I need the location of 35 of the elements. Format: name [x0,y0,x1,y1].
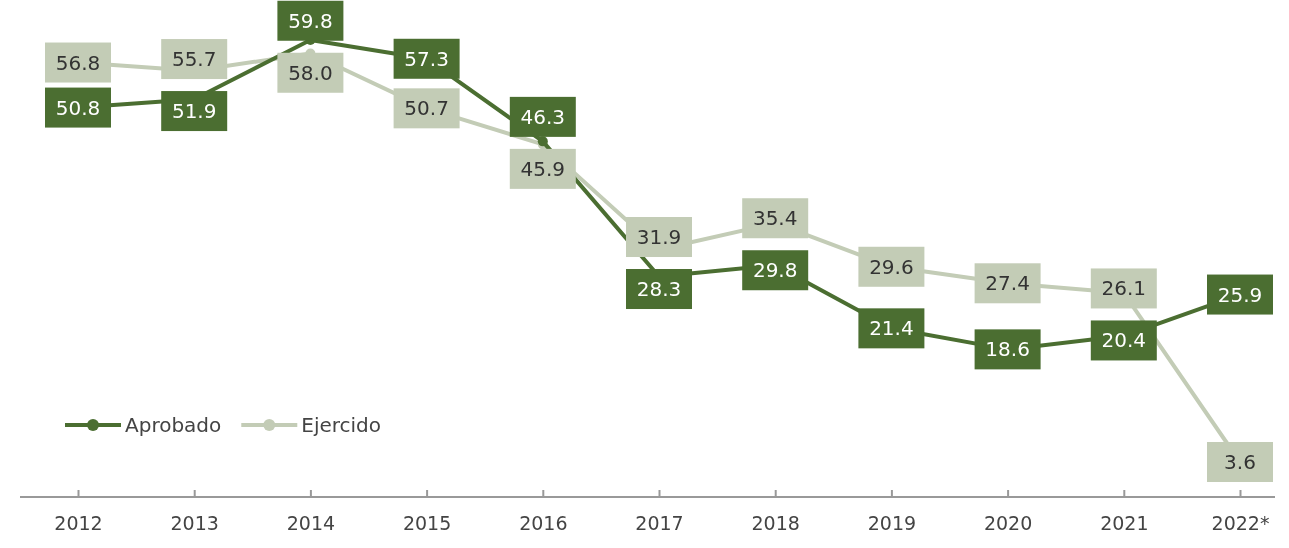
data-label: 56.8 [55,50,101,75]
data-label: 3.6 [1224,450,1256,474]
data-label: 18.6 [985,337,1030,362]
data-label: 55.7 [171,47,217,72]
x-tick-label: 2022* [1211,512,1270,535]
data-label: 31.9 [636,225,682,250]
x-tick-label: 2013 [170,512,219,535]
data-label: 51.9 [171,99,217,124]
x-tick-label: 2018 [751,512,800,535]
x-tick-label: 2019 [867,512,917,535]
data-label: 29.8 [752,258,798,283]
x-tick-label: 2014 [286,512,336,535]
x-tick-label: 2015 [402,512,452,535]
data-label: 26.1 [1101,276,1147,301]
data-label: 50.7 [404,96,449,121]
legend-label: Aprobado [125,413,222,437]
x-tick-label: 2017 [635,512,684,535]
x-tick-label: 2021 [1100,512,1149,535]
x-tick-label: 2016 [519,512,568,535]
data-label: 46.3 [520,104,566,129]
data-label: 20.4 [1101,328,1147,353]
x-tick-label: 2020 [983,512,1033,535]
data-label: 35.4 [752,206,798,231]
data-label: 28.3 [636,277,682,302]
data-label: 58.0 [288,60,333,85]
data-label: 50.8 [55,95,101,120]
legend-label: Ejercido [301,413,382,437]
data-label: 29.6 [869,254,914,279]
data-label: 57.3 [404,46,449,71]
data-label: 21.4 [869,316,914,341]
data-label: 27.4 [985,271,1030,296]
data-label: 25.9 [1217,282,1263,307]
x-tick-label: 2012 [54,512,103,535]
data-label: 59.8 [288,8,333,33]
data-label: 45.9 [520,156,566,181]
